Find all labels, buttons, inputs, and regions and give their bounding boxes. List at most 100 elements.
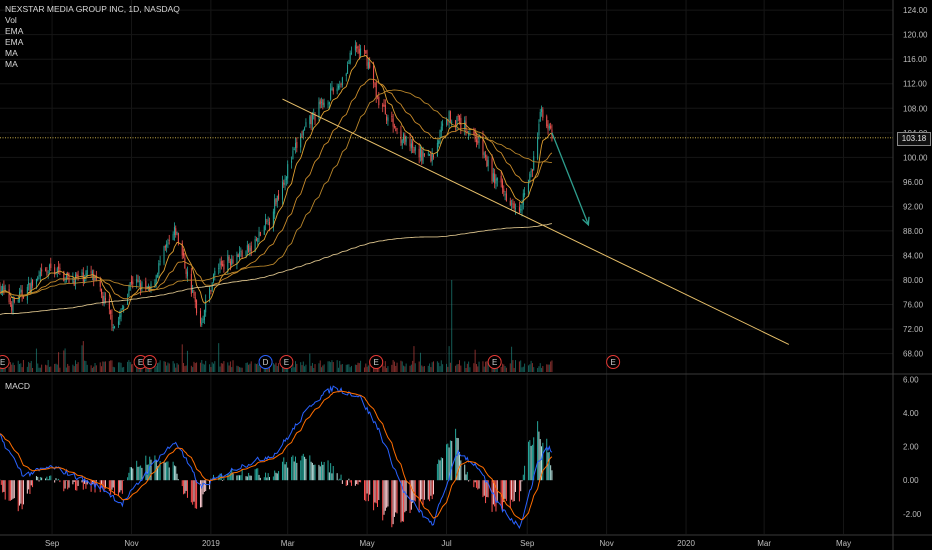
volume-bar [305, 364, 307, 372]
volume-bar [522, 366, 524, 372]
macd-histogram-bar [258, 474, 260, 481]
candle-body [274, 199, 276, 214]
volume-bar [22, 360, 24, 372]
legend-ema-1[interactable]: EMA [5, 26, 24, 36]
candle-body [542, 109, 544, 118]
macd-histogram-bar [348, 478, 350, 481]
earnings-marker[interactable]: E [142, 355, 157, 369]
volume-bar [539, 363, 541, 372]
macd-histogram-bar [301, 455, 303, 481]
macd-histogram-bar [22, 480, 24, 505]
macd-histogram-bar [257, 468, 259, 481]
earnings-marker[interactable]: E [279, 355, 294, 369]
earnings-marker[interactable]: E [487, 355, 502, 369]
candle-body [451, 121, 453, 123]
macd-histogram-bar [150, 459, 152, 481]
volume-bar [366, 366, 368, 372]
dividend-marker[interactable]: D [258, 355, 273, 369]
candle-body [84, 279, 86, 284]
macd-histogram-bar [181, 480, 183, 487]
volume-bar [293, 367, 295, 372]
volume-bar [17, 360, 19, 372]
candle-body [136, 279, 138, 283]
candle-body [432, 155, 434, 158]
legend-volume[interactable]: Vol [5, 15, 17, 25]
candle-body [199, 310, 201, 324]
volume-bar [440, 360, 442, 372]
macd-histogram-bar [32, 480, 34, 488]
macd-histogram-bar [511, 480, 513, 500]
candle-body [236, 254, 238, 265]
volume-bar [101, 366, 103, 372]
candle-body [275, 198, 277, 205]
candle-body [192, 289, 194, 293]
candle-body [265, 218, 267, 225]
volume-bar [248, 364, 250, 372]
volume-bar [511, 346, 513, 372]
macd-histogram-bar [20, 480, 22, 504]
volume-bar [73, 366, 75, 372]
macd-histogram-bar [391, 480, 393, 528]
volume-bar [110, 360, 112, 372]
macd-histogram-bar [86, 480, 88, 485]
earnings-marker[interactable]: E [606, 355, 621, 369]
macd-histogram-bar [117, 480, 119, 496]
volume-bar [272, 363, 274, 372]
candle-body [278, 193, 280, 200]
candles [0, 40, 553, 332]
candle-body [287, 164, 289, 179]
volume-bar [337, 367, 339, 372]
volume-bar [292, 363, 294, 372]
macd-histogram-bar [129, 467, 131, 481]
macd-histogram-bar [340, 474, 342, 481]
candle-body [419, 147, 421, 158]
macd-label[interactable]: MACD [5, 381, 31, 391]
volume-bar [412, 360, 414, 372]
volume-bar [483, 366, 485, 372]
macd-histogram-bar [436, 463, 438, 481]
volume-bar [336, 360, 338, 372]
candle-body [477, 141, 479, 143]
candle-body [365, 50, 367, 54]
marker-text: E [374, 358, 379, 367]
macd-histogram-bar [159, 460, 161, 481]
macd-histogram-bar [393, 480, 395, 517]
candle-body [410, 143, 412, 149]
macd-histogram-bar [313, 464, 315, 481]
macd-histogram-bar [483, 480, 485, 496]
macd-histogram-bar [183, 480, 185, 495]
candle-body [294, 142, 296, 149]
candle-body [141, 282, 143, 289]
candle-body [530, 170, 532, 173]
legend-ma-1[interactable]: MA [5, 48, 18, 58]
volume-bar [102, 361, 104, 372]
volume-bar [318, 363, 320, 372]
macd-histogram-bar [356, 480, 358, 485]
macd-histogram-bar [310, 461, 312, 481]
time-tick-label: 2020 [677, 539, 695, 548]
macd-histogram-bar [46, 476, 48, 481]
macd-histogram-bar [194, 480, 196, 509]
macd-histogram-bar [245, 476, 247, 481]
macd-histogram-bar [84, 480, 86, 484]
candle-body [384, 104, 386, 115]
macd-histogram-bar [491, 480, 493, 512]
earnings-marker[interactable]: E [0, 355, 10, 369]
candle-body [367, 62, 369, 69]
volume-bar [35, 348, 37, 372]
volume-bar [132, 364, 134, 372]
macd-histogram-bar [382, 480, 384, 521]
legend-ma-2[interactable]: MA [5, 59, 18, 69]
candle-body [494, 173, 496, 184]
candle-body [345, 73, 347, 76]
volume-bar [130, 364, 132, 372]
legend-ema-2[interactable]: EMA [5, 37, 24, 47]
earnings-marker[interactable]: E [369, 355, 384, 369]
candle-body [245, 251, 247, 256]
macd-histogram-bar [431, 480, 433, 500]
candle-body [147, 285, 149, 288]
candle-body [429, 154, 431, 156]
candle-body [529, 173, 531, 183]
